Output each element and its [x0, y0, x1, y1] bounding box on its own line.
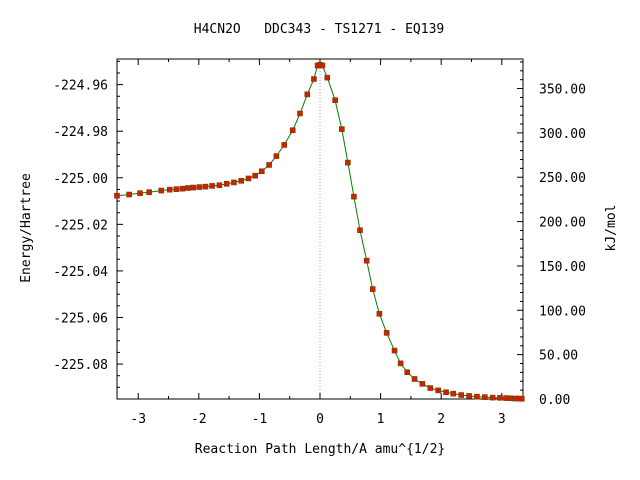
x-tick-label: 0: [316, 412, 324, 427]
x-tick-label: 3: [498, 412, 506, 427]
energy-curve: [116, 64, 522, 400]
data-point: [357, 227, 363, 233]
data-point: [319, 62, 326, 69]
data-point: [435, 387, 441, 394]
data-point: [466, 393, 472, 399]
data-point: [332, 97, 338, 104]
data-point: [489, 394, 496, 401]
data-point: [166, 186, 173, 193]
y-axis-label: Energy/Hartree: [19, 173, 34, 283]
data-point: [273, 153, 280, 159]
y-tick-label: -224.96: [53, 79, 108, 94]
data-point: [345, 159, 351, 166]
y2-tick-label: 100.00: [539, 304, 586, 319]
data-point: [482, 394, 488, 400]
y2-tick-label: 200.00: [539, 216, 586, 231]
data-point: [185, 185, 191, 191]
data-point: [324, 74, 331, 81]
data-point: [458, 392, 464, 398]
data-point: [238, 177, 245, 184]
data-point: [281, 142, 288, 148]
y-tick-label: -225.04: [53, 265, 108, 280]
y2-tick-label: 150.00: [539, 260, 586, 275]
data-point: [245, 175, 252, 182]
data-point: [369, 286, 376, 292]
data-point: [450, 390, 457, 397]
data-point: [209, 183, 215, 189]
data-point: [443, 389, 449, 396]
y2-tick-label: 50.00: [539, 349, 578, 364]
data-point: [158, 187, 165, 194]
data-point: [363, 257, 370, 264]
y-tick-label: -225.00: [53, 172, 108, 187]
data-point: [518, 395, 525, 402]
data-point: [427, 385, 434, 391]
data-point: [297, 110, 303, 117]
y-tick-label: -225.02: [53, 218, 108, 233]
x-tick-label: -1: [252, 412, 268, 427]
data-point: [503, 395, 509, 401]
data-point: [266, 162, 272, 168]
y2-tick-label: 350.00: [539, 83, 586, 98]
data-point: [252, 172, 258, 179]
y2-axis-label: kJ/mol: [604, 205, 619, 252]
data-point: [179, 185, 186, 192]
data-point: [146, 189, 152, 196]
data-point: [339, 126, 345, 132]
x-axis-label: Reaction Path Length/A amu^{1/2}: [195, 442, 445, 457]
data-point: [383, 330, 390, 336]
data-point: [391, 347, 398, 354]
x-tick-label: -2: [191, 412, 207, 427]
data-point: [351, 193, 357, 200]
y2-tick-label: 300.00: [539, 127, 586, 142]
data-point: [404, 369, 411, 376]
data-point: [231, 179, 237, 186]
x-tick-label: 2: [437, 412, 445, 427]
y2-tick-label: 250.00: [539, 171, 586, 186]
y-tick-label: -224.98: [53, 125, 108, 140]
data-point: [411, 376, 418, 382]
data-point: [137, 190, 143, 196]
y2-tick-label: 0.00: [539, 393, 570, 408]
data-point: [311, 76, 317, 82]
data-point: [223, 181, 230, 187]
data-point: [190, 184, 197, 191]
x-tick-label: -3: [130, 412, 146, 427]
data-point: [126, 191, 132, 198]
y-tick-label: -225.06: [53, 311, 108, 326]
data-point: [196, 184, 203, 190]
data-point: [497, 395, 503, 401]
plot-area: -3 -2 -1 0 1 2 3 -224.96 -224.98 -225.00 -225.02 -2…: [53, 58, 586, 427]
data-point: [419, 381, 426, 387]
data-point: [397, 360, 404, 367]
data-point: [289, 127, 296, 134]
y-tick-label: -225.08: [53, 358, 108, 373]
data-point: [474, 393, 480, 400]
x-tick-label: 1: [377, 412, 385, 427]
data-point: [259, 168, 265, 175]
chart-title: H4CN2O DDC343 - TS1271 - EQ139: [194, 22, 444, 37]
data-point: [114, 192, 120, 199]
data-point: [304, 91, 311, 98]
data-point: [173, 186, 180, 192]
data-point: [376, 310, 383, 317]
data-point: [202, 183, 209, 190]
data-point: [216, 182, 223, 189]
